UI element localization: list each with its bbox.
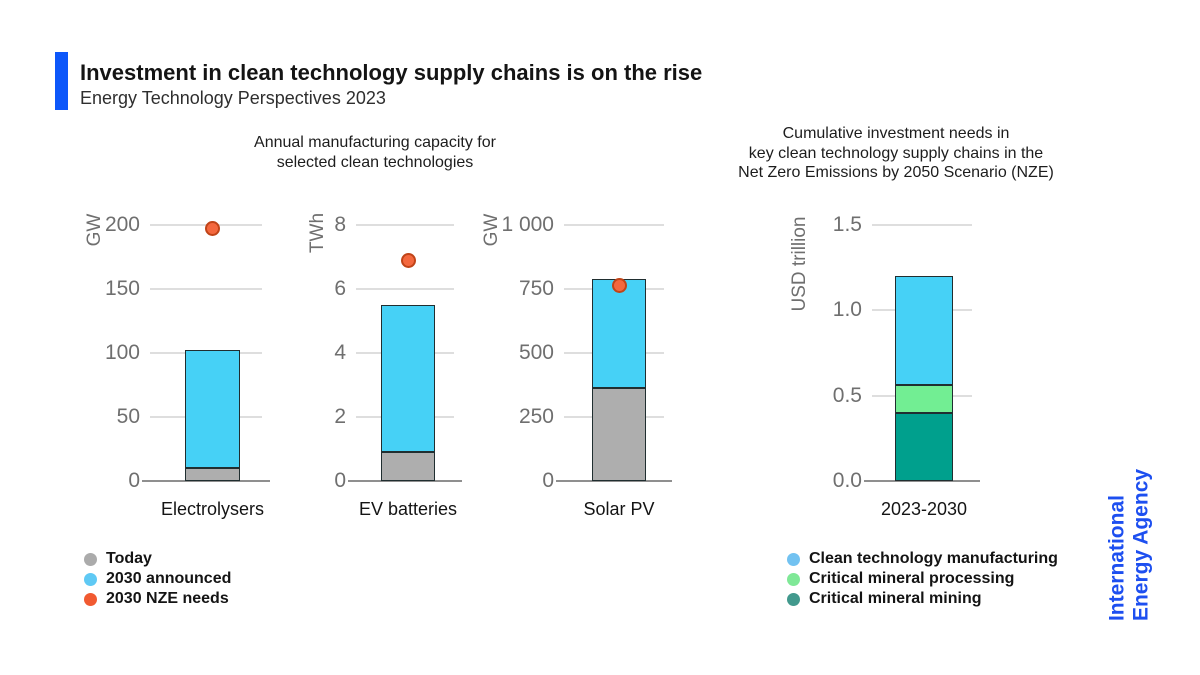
bar-segment-today — [592, 387, 646, 481]
gridline — [564, 224, 664, 226]
y-tick-label: 50 — [116, 405, 140, 428]
legend-dot-icon — [84, 572, 97, 586]
bar-segment-2030-announced — [592, 278, 646, 388]
bar-segment-critical-mineral-processing — [895, 385, 953, 413]
legend-dot-icon — [84, 592, 97, 606]
y-tick-label: 4 — [334, 341, 346, 364]
gridline — [356, 224, 454, 226]
x-axis-line — [864, 480, 980, 482]
iea-logo-line1: International — [1105, 495, 1129, 622]
category-label: 2023-2030 — [880, 499, 968, 519]
legend-label: 2030 announced — [106, 570, 232, 587]
legend-label: Critical mineral mining — [809, 590, 982, 607]
iea-logo-line2: Energy Agency — [1129, 468, 1152, 622]
legend-dot-icon — [787, 572, 800, 586]
x-axis-line — [348, 480, 462, 482]
legend-item-2030-nze-needs: 2030 NZE needs — [84, 589, 231, 609]
legend-dot-icon — [84, 552, 97, 566]
legend-label: Critical mineral processing — [809, 570, 1015, 587]
category-label: Electrolysers — [160, 499, 265, 519]
y-tick-label: 1 000 — [501, 213, 554, 236]
y-tick-label: 0.0 — [832, 469, 862, 492]
category-label: Solar PV — [583, 499, 655, 519]
nze-needs-dot — [400, 252, 416, 268]
legend-left: Today 2030 announced 2030 NZE needs — [84, 549, 231, 609]
x-axis-line — [556, 480, 672, 482]
gridline — [356, 288, 454, 290]
page-title: Investment in clean technology supply ch… — [80, 60, 703, 85]
y-tick-label: 1.5 — [832, 213, 862, 236]
legend-item-2030-announced: 2030 announced — [84, 569, 231, 589]
y-tick-label: 6 — [334, 277, 346, 300]
x-axis-line — [142, 480, 270, 482]
gridline — [872, 224, 972, 226]
right-panel-title: Cumulative investment needs in key clean… — [738, 125, 1054, 182]
legend-dot-icon — [787, 552, 800, 566]
legend-item-critical-mineral-mining: Critical mineral mining — [787, 589, 1058, 609]
nze-needs-dot — [205, 221, 220, 237]
title-accent-bar — [55, 52, 68, 110]
bar-segment-today — [185, 468, 240, 481]
legend-label: 2030 NZE needs — [106, 590, 229, 607]
legend-item-today: Today — [84, 549, 231, 569]
gridline — [150, 288, 262, 290]
nze-needs-dot — [611, 277, 627, 293]
y-tick-label: 500 — [518, 341, 554, 364]
y-tick-label: 100 — [104, 341, 140, 364]
y-tick-label: 250 — [518, 405, 554, 428]
bar-segment-today — [381, 452, 435, 481]
legend-item-clean-technology-manufacturing: Clean technology manufacturing — [787, 549, 1058, 569]
legend-dot-icon — [787, 592, 800, 606]
y-tick-label: 200 — [104, 213, 140, 236]
bar-segment-clean-technology-manufacturing — [895, 276, 953, 386]
legend-right: Clean technology manufacturing Critical m… — [787, 549, 1058, 609]
bar-segment-2030-announced — [185, 350, 240, 469]
legend-item-critical-mineral-processing: Critical mineral processing — [787, 569, 1058, 589]
y-tick-label: 0 — [542, 469, 554, 492]
y-tick-label: 0 — [334, 469, 346, 492]
bar-segment-2030-announced — [381, 305, 435, 453]
legend-label: Today — [106, 550, 152, 567]
y-tick-label: 0 — [128, 469, 140, 492]
category-label: EV batteries — [358, 499, 458, 519]
y-tick-label: 2 — [334, 405, 346, 428]
legend-label: Clean technology manufacturing — [809, 550, 1058, 567]
bar-segment-critical-mineral-mining — [895, 412, 953, 481]
iea-logo: International Energy Agency — [1105, 469, 1152, 621]
y-tick-label: 0.5 — [832, 383, 862, 407]
page-subtitle: Energy Technology Perspectives 2023 — [80, 88, 386, 108]
y-tick-label: 1.0 — [832, 298, 862, 322]
y-tick-label: 8 — [334, 213, 346, 236]
left-panel-title: Annual manufacturing capacity for select… — [254, 134, 496, 171]
y-tick-label: 150 — [104, 277, 140, 300]
y-tick-label: 750 — [518, 277, 554, 300]
